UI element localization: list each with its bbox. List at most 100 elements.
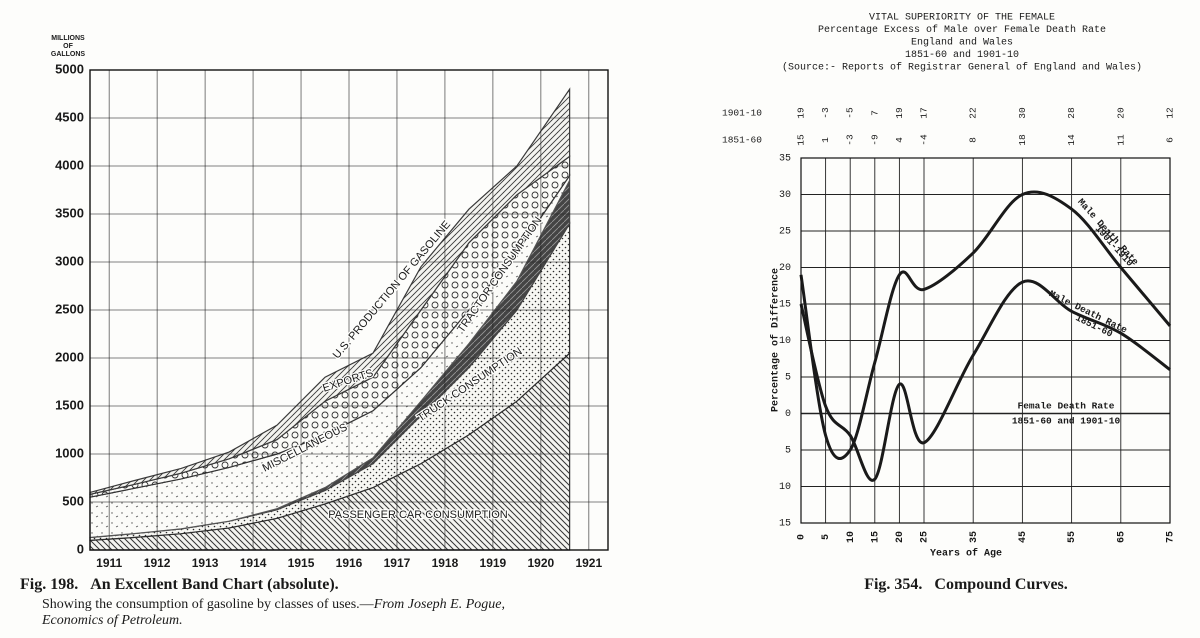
caption-text: Showing the consumption of gasoline by c…: [42, 597, 375, 612]
y-tick-label: 5000: [55, 61, 84, 76]
data-label: 1: [820, 137, 831, 143]
data-label: 14: [1066, 134, 1077, 146]
curve: [799, 190, 1172, 460]
y-tick-label: 25: [779, 227, 791, 238]
y-tick-label: 0: [77, 541, 84, 556]
y-tick-label: 2000: [55, 349, 84, 364]
series-row-label: 1851-60: [722, 135, 762, 146]
y-tick-label: 5: [785, 446, 791, 457]
data-label: 8: [968, 137, 979, 143]
y-tick-label: 5: [785, 373, 791, 384]
data-label: 11: [1115, 134, 1126, 146]
figure-title: An Excellent Band Chart (absolute).: [90, 576, 338, 593]
x-axis-label: Years of Age: [930, 548, 1002, 560]
data-label: 12: [1165, 107, 1176, 119]
figure-number: Fig. 198.: [20, 576, 78, 593]
x-tick-label: 1912: [144, 556, 171, 570]
x-tick-label: 25: [920, 531, 931, 543]
x-tick-label: 20: [895, 531, 906, 543]
data-label: 18: [1017, 134, 1028, 146]
y-axis-label: Percentage of Difference: [770, 268, 782, 412]
y-tick-label: 500: [62, 493, 84, 508]
x-tick-label: 1920: [528, 556, 555, 570]
band-chart: 0 500 1000 1500 2000 2500 3000 3500 4000 4500 5000…: [51, 35, 609, 570]
x-tick-label: 1914: [240, 556, 267, 570]
data-label: 22: [968, 107, 979, 119]
data-label: 15: [796, 134, 807, 146]
y-tick-label: 15: [779, 300, 791, 311]
data-label: -3: [845, 134, 856, 146]
y-axis-label: OF: [63, 43, 73, 50]
x-tick-label: 1919: [480, 556, 507, 570]
chart-title: Percentage Excess of Male over Female De…: [818, 24, 1106, 36]
baseline-annotation: 1851-60 and 1901-10: [1012, 416, 1121, 427]
caption: Fig. 354. Compound Curves.: [864, 576, 1068, 593]
band-label: PASSENGER CAR CONSUMPTION: [328, 509, 508, 521]
data-label: 20: [1115, 107, 1126, 119]
y-tick-label: 3000: [55, 253, 84, 268]
y-tick-label: 0: [785, 409, 791, 420]
x-tick-label: 1916: [336, 556, 363, 570]
data-label: 28: [1066, 107, 1077, 119]
x-tick-label: 10: [846, 531, 857, 543]
x-tick-label: 35: [969, 531, 980, 543]
y-tick-label: 4000: [55, 157, 84, 172]
caption-line: Fig. 198. An Excellent Band Chart (absolu…: [20, 576, 339, 593]
y-tick-label: 3500: [55, 205, 84, 220]
x-tick-label: 1913: [192, 556, 219, 570]
x-tick-label: 1917: [384, 556, 411, 570]
data-label: -3: [820, 107, 831, 119]
x-tick-label: 65: [1116, 531, 1127, 543]
x-tick-label: 1911: [96, 556, 122, 570]
plot-frame: [89, 69, 609, 551]
data-label: -5: [845, 107, 856, 119]
caption-line: Fig. 354. Compound Curves.: [864, 576, 1068, 593]
chart-title: England and Wales: [911, 37, 1013, 49]
x-tick-label: 1915: [288, 556, 315, 570]
data-label: 19: [796, 107, 807, 119]
x-tick-label: 5: [821, 534, 832, 540]
x-tick-label: 1921: [575, 556, 602, 570]
y-tick-label: 35: [779, 154, 791, 165]
data-label: 4: [894, 137, 905, 143]
caption-line: Showing the consumption of gasoline by c…: [42, 597, 505, 612]
data-label: 30: [1017, 107, 1028, 119]
plot-frame: [800, 157, 1171, 524]
caption-source: From Joseph E. Pogue,: [373, 597, 505, 612]
caption-source: Economics of Petroleum.: [41, 613, 183, 628]
chart-title: VITAL SUPERIORITY OF THE FEMALE: [869, 13, 1055, 24]
x-tick-label: 15: [870, 531, 881, 543]
x-tick-label: 45: [1018, 531, 1029, 543]
y-tick-label: 1000: [55, 445, 84, 460]
y-tick-label: 15: [779, 519, 791, 530]
data-label: 19: [894, 107, 905, 119]
y-tick-label: 30: [779, 190, 791, 201]
y-tick-label: 10: [779, 336, 791, 347]
band: [89, 87, 571, 496]
baseline-annotation: Female Death Rate: [1018, 401, 1115, 412]
figure-title: Compound Curves.: [934, 576, 1067, 593]
y-tick-label: 20: [779, 263, 791, 274]
chart-title: 1851-60 and 1901-10: [905, 49, 1019, 61]
x-tick-label: 55: [1067, 531, 1078, 543]
y-tick-label: 4500: [55, 109, 84, 124]
chart-title: (Source:- Reports of Registrar General o…: [782, 62, 1142, 74]
caption: Fig. 198. An Excellent Band Chart (absolu…: [20, 576, 505, 629]
x-tick-label: 75: [1166, 531, 1177, 543]
y-tick-label: 10: [779, 482, 791, 493]
y-tick-label: 1500: [55, 397, 84, 412]
x-tick-label: 1918: [432, 556, 459, 570]
y-axis-label: GALLONS: [51, 51, 86, 58]
data-label: -4: [919, 134, 930, 146]
series-row-label: 1901-10: [722, 108, 762, 119]
x-tick-label: 0: [797, 534, 808, 540]
curve: [799, 279, 1171, 482]
figure-number: Fig. 354.: [864, 576, 922, 593]
data-label: 6: [1165, 137, 1176, 143]
data-label: 17: [919, 107, 930, 118]
y-axis-label: MILLIONS: [51, 35, 85, 42]
data-label: 7: [869, 110, 880, 116]
y-tick-label: 2500: [55, 301, 84, 316]
